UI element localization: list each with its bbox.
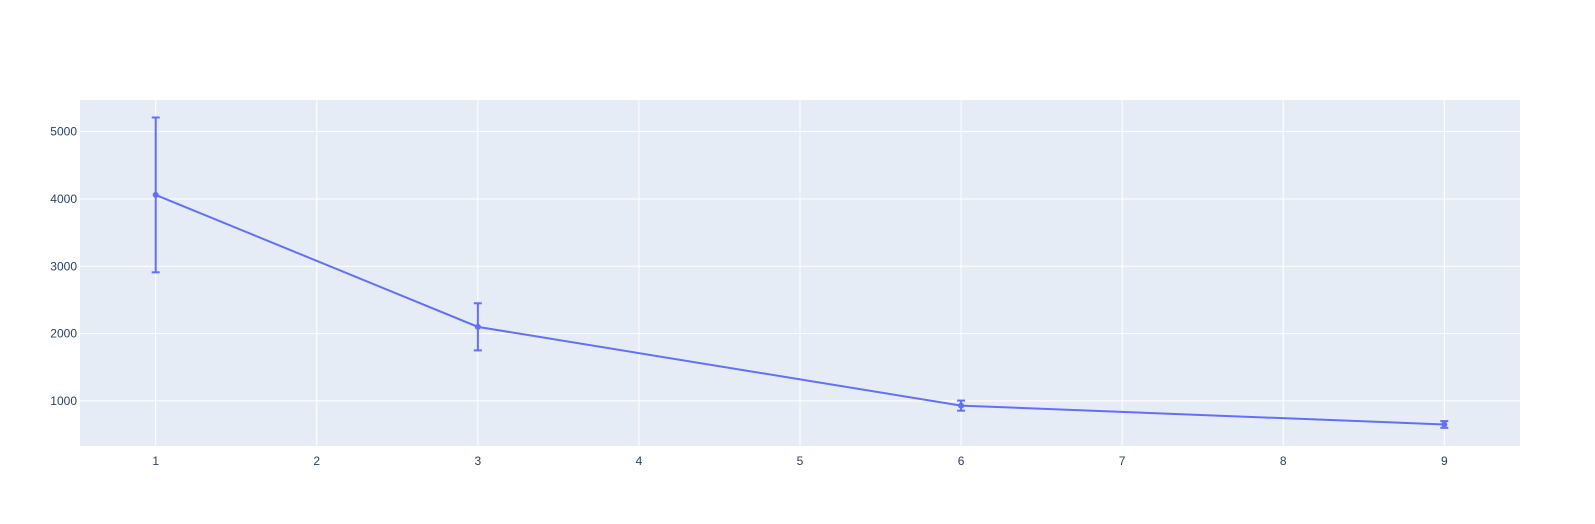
y-tick-label: 4000: [50, 192, 77, 206]
x-tick-label: 2: [313, 454, 320, 468]
x-tick-label: 7: [1119, 454, 1126, 468]
x-tick-label: 6: [958, 454, 965, 468]
y-axis-tick-labels: 1000 2000 3000 4000 5000: [50, 125, 77, 408]
x-tick-label: 1: [152, 454, 159, 468]
y-tick-label: 5000: [50, 125, 77, 139]
x-tick-label: 8: [1280, 454, 1287, 468]
data-point: [958, 402, 965, 409]
y-tick-label: 2000: [50, 327, 77, 341]
y-gridlines: [80, 131, 1520, 402]
x-tick-label: 9: [1441, 454, 1448, 468]
x-tick-label: 3: [475, 454, 482, 468]
series-line: [155, 193, 1445, 426]
data-point: [1441, 421, 1448, 428]
y-tick-label: 3000: [50, 259, 77, 273]
data-point: [152, 191, 159, 198]
x-tick-label: 4: [636, 454, 643, 468]
series-layer: [151, 116, 1449, 429]
x-tick-label: 5: [797, 454, 804, 468]
data-point: [474, 323, 481, 330]
x-axis-tick-labels: 1 2 3 4 5 6 7 8 9: [152, 454, 1448, 468]
y-tick-label: 1000: [50, 394, 77, 408]
